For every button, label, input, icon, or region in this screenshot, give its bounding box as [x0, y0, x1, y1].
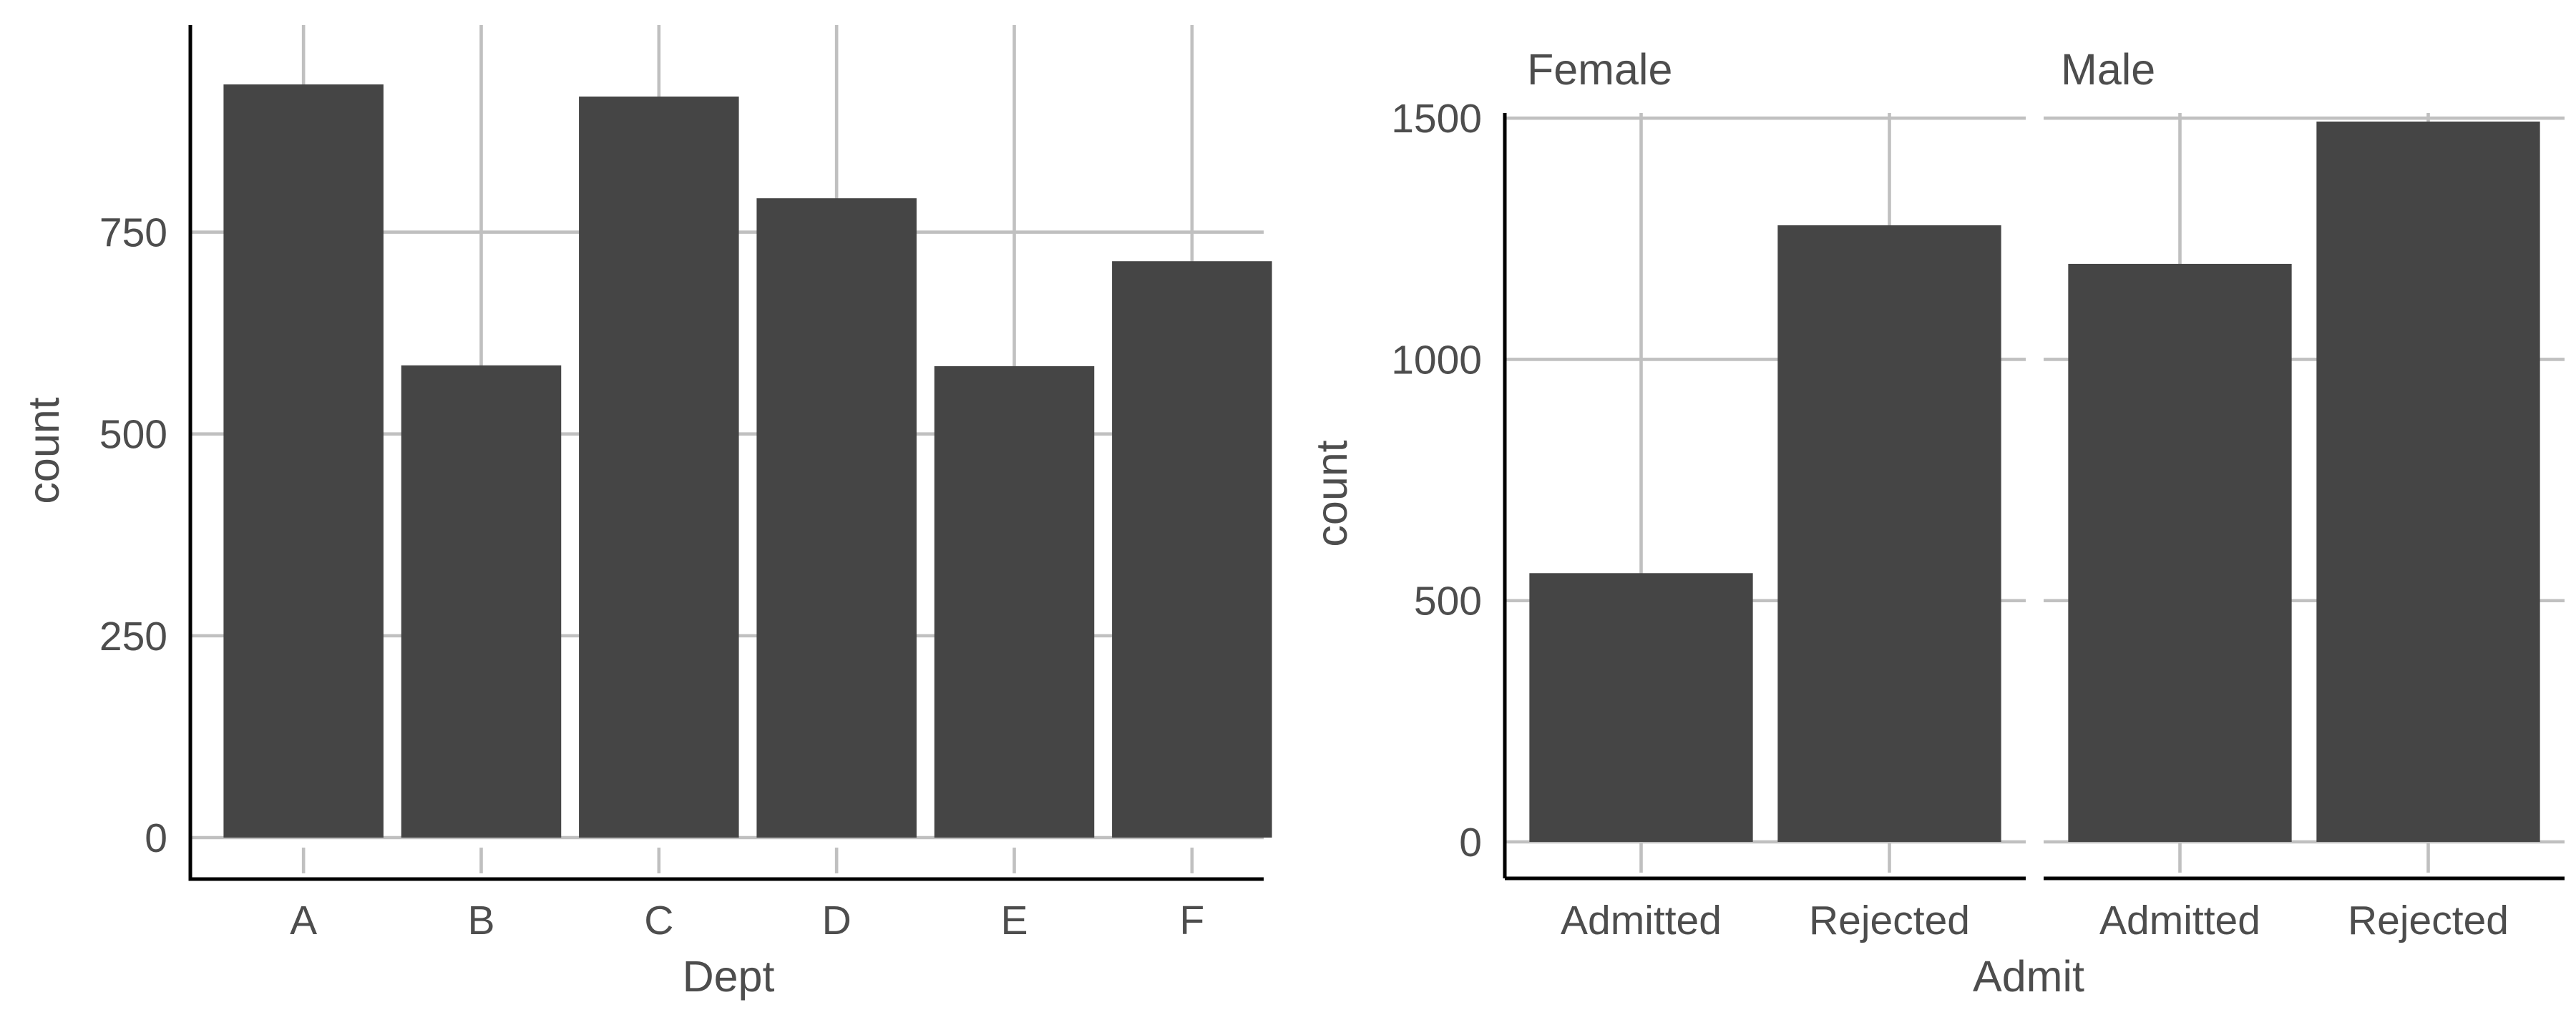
dept-y-tick-0: 0: [145, 815, 167, 861]
admit-bars: [1529, 121, 2540, 842]
dept-y-tick-500: 500: [99, 412, 167, 458]
dept-x-tick-f: F: [1179, 898, 1204, 943]
admit-y-tick-labels: 0 500 1000 1500: [1391, 96, 1482, 865]
admit-y-tick-500: 500: [1414, 579, 1482, 624]
admit-y-tick-1500: 1500: [1391, 96, 1482, 142]
facet-label-male: Male: [2061, 45, 2155, 94]
dept-bar-c: [579, 96, 739, 838]
admit-bar-male-rejected: [2316, 121, 2540, 842]
dept-axis-lines: [188, 25, 1264, 881]
admit-count-chart: 0 500 1000 1500 Admitted Rejected Admitted Rej…: [1307, 45, 2565, 1001]
admit-y-axis-title: count: [1307, 440, 1356, 546]
admit-x-tick-male-rejected: Rejected: [2348, 898, 2509, 943]
admit-y-tick-0: 0: [1459, 820, 1482, 865]
admit-x-axis-title: Admit: [1973, 952, 2084, 1001]
dept-bar-b: [401, 365, 562, 838]
admit-x-tick-male-admitted: Admitted: [2099, 898, 2260, 943]
dept-x-tick-a: A: [290, 898, 317, 943]
dept-y-tick-250: 250: [99, 614, 167, 659]
admit-bar-female-admitted: [1529, 573, 1753, 842]
dept-axes: [188, 25, 1264, 881]
dept-x-tick-e: E: [1000, 898, 1028, 943]
dept-y-tick-labels: 0 250 500 750: [99, 210, 167, 861]
dept-bars: [223, 84, 1272, 838]
dept-x-tick-labels: A B C D E F: [290, 898, 1204, 943]
dept-y-tick-750: 750: [99, 210, 167, 256]
admit-x-tick-female-rejected: Rejected: [1809, 898, 1970, 943]
dept-x-axis-title: Dept: [683, 952, 775, 1001]
dept-bar-a: [223, 84, 384, 838]
dept-x-tick-d: D: [822, 898, 852, 943]
admit-bar-female-rejected: [1777, 225, 2001, 842]
admit-x-tick-female-admitted: Admitted: [1561, 898, 1722, 943]
admit-axes: [1503, 113, 2565, 881]
dept-bar-f: [1112, 261, 1272, 838]
dept-bar-d: [756, 198, 917, 838]
admit-bar-male-admitted: [2068, 263, 2292, 842]
dept-x-tick-b: B: [467, 898, 494, 943]
admit-y-tick-1000: 1000: [1391, 337, 1482, 383]
admit-x-tick-labels: Admitted Rejected Admitted Rejected: [1561, 898, 2509, 943]
dept-y-axis-title: count: [19, 397, 68, 504]
dept-count-chart: 0 250 500 750 A B C D E F Dept count: [19, 25, 1272, 1001]
dept-bar-e: [934, 366, 1095, 838]
dept-x-tick-c: C: [644, 898, 673, 943]
facet-label-female: Female: [1527, 45, 1672, 94]
